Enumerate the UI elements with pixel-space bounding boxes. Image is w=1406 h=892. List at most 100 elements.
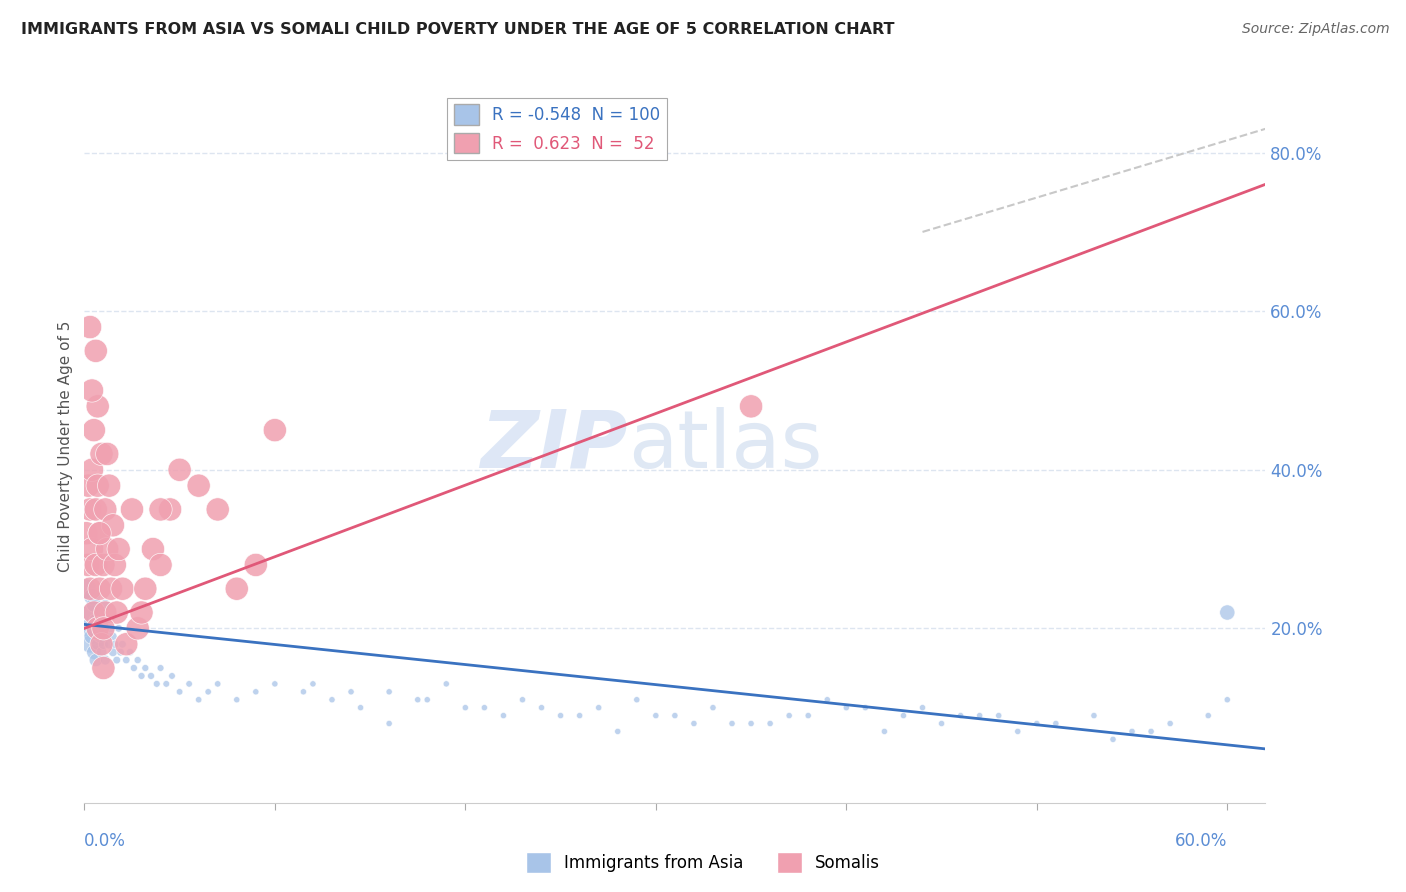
Point [75, 526, 97, 541]
Point [1140, 724, 1163, 739]
Point [225, 582, 247, 596]
Point [1121, 724, 1143, 739]
Point [530, 700, 553, 714]
Point [321, 692, 343, 706]
Point [90, 637, 112, 651]
Point [90, 645, 112, 659]
Point [568, 708, 591, 723]
Point [96, 614, 118, 628]
Point [127, 621, 149, 635]
Point [131, 669, 153, 683]
Point [84, 502, 107, 516]
Point [120, 645, 142, 659]
Point [131, 606, 153, 620]
Point [197, 685, 219, 699]
Point [778, 708, 800, 723]
Point [115, 653, 138, 667]
Point [149, 558, 172, 572]
Point [378, 716, 401, 731]
Point [84, 614, 107, 628]
Point [79, 502, 101, 516]
Point [406, 692, 429, 706]
Point [89, 629, 111, 643]
Point [987, 708, 1010, 723]
Point [207, 502, 229, 516]
Point [759, 716, 782, 731]
Point [94, 598, 117, 612]
Point [101, 629, 124, 643]
Point [83, 645, 105, 659]
Text: 60.0%: 60.0% [1175, 832, 1227, 850]
Point [101, 518, 124, 533]
Point [512, 692, 534, 706]
Point [77, 558, 100, 572]
Point [100, 582, 122, 596]
Point [702, 700, 724, 714]
Point [86, 637, 108, 651]
Point [94, 502, 117, 516]
Point [127, 653, 149, 667]
Point [644, 708, 666, 723]
Point [873, 724, 896, 739]
Point [104, 558, 127, 572]
Point [77, 621, 100, 635]
Point [949, 708, 972, 723]
Point [80, 542, 103, 557]
Point [263, 423, 285, 437]
Point [93, 558, 115, 572]
Point [115, 637, 138, 651]
Point [89, 526, 111, 541]
Point [606, 724, 628, 739]
Point [349, 700, 371, 714]
Point [93, 621, 115, 635]
Point [104, 637, 127, 651]
Point [207, 677, 229, 691]
Point [835, 700, 858, 714]
Point [169, 463, 191, 477]
Point [1159, 716, 1181, 731]
Legend: Immigrants from Asia, Somalis: Immigrants from Asia, Somalis [519, 846, 887, 880]
Point [245, 558, 267, 572]
Point [93, 661, 115, 675]
Point [84, 343, 107, 358]
Point [98, 637, 121, 651]
Point [588, 700, 610, 714]
Point [340, 685, 363, 699]
Point [1197, 708, 1219, 723]
Point [378, 685, 401, 699]
Point [86, 400, 108, 414]
Point [155, 677, 177, 691]
Point [893, 708, 915, 723]
Point [86, 621, 108, 635]
Point [93, 637, 115, 651]
Point [740, 400, 762, 414]
Point [1083, 708, 1105, 723]
Point [122, 661, 145, 675]
Point [179, 677, 201, 691]
Point [225, 692, 247, 706]
Point [187, 692, 209, 706]
Text: atlas: atlas [627, 407, 823, 485]
Point [1216, 692, 1239, 706]
Point [911, 700, 934, 714]
Point [84, 558, 107, 572]
Point [740, 716, 762, 731]
Legend: R = -0.548  N = 100, R =  0.623  N =  52: R = -0.548 N = 100, R = 0.623 N = 52 [447, 97, 666, 160]
Point [1102, 732, 1125, 747]
Point [187, 478, 209, 492]
Y-axis label: Child Poverty Under the Age of 5: Child Poverty Under the Age of 5 [58, 320, 73, 572]
Point [145, 677, 167, 691]
Point [89, 582, 111, 596]
Point [797, 708, 820, 723]
Point [434, 677, 457, 691]
Point [263, 677, 285, 691]
Point [110, 645, 132, 659]
Point [139, 669, 162, 683]
Point [80, 629, 103, 643]
Point [245, 685, 267, 699]
Point [83, 598, 105, 612]
Point [90, 447, 112, 461]
Point [83, 423, 105, 437]
Point [80, 384, 103, 398]
Point [149, 502, 172, 516]
